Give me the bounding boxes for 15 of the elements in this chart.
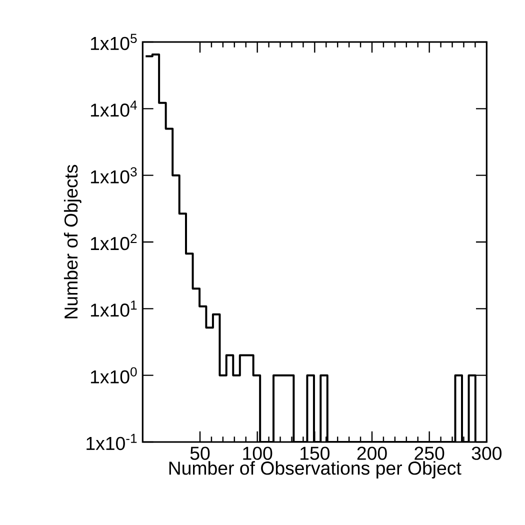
y-tick-label: 1x10$^{2}$ [90,234,137,250]
y-axis-title: Number of Objects [64,164,82,318]
y-tick-label: 1x10$^{-1}$ [86,434,137,450]
y-tick-label: 1x10$^{3}$ [90,167,137,184]
y-tick-label: 1x10$^{4}$ [90,100,137,117]
x-tick-label: 150 [300,446,330,460]
x-tick-label: 100 [243,446,272,460]
x-tick-label: 300 [472,446,502,460]
x-tick-label: 250 [414,446,444,460]
x-axis-title: Number of Observations per Object [169,461,462,478]
y-tick-label: 1x10$^{1}$ [90,300,137,317]
x-tick-label: 200 [357,446,387,460]
y-tick-label: 1x10$^{5}$ [90,34,137,50]
x-tick-label: 50 [190,446,210,460]
y-tick-label: 1x10$^{0}$ [90,367,137,384]
